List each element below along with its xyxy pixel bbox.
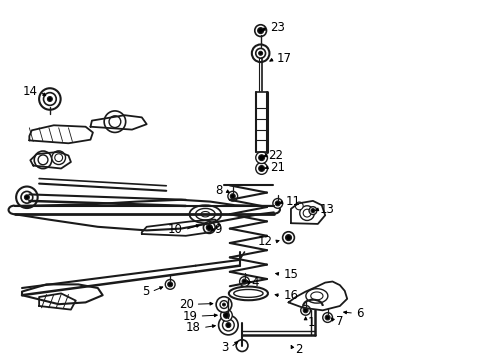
Text: 22: 22	[268, 149, 283, 162]
Circle shape	[258, 51, 262, 55]
Circle shape	[218, 315, 238, 335]
Circle shape	[167, 282, 172, 287]
Circle shape	[275, 201, 280, 206]
Circle shape	[222, 303, 225, 306]
Circle shape	[257, 28, 263, 33]
Text: 14: 14	[23, 85, 38, 98]
Circle shape	[223, 312, 229, 318]
Circle shape	[310, 209, 314, 212]
Text: 10: 10	[167, 223, 183, 236]
Text: 5: 5	[142, 285, 149, 298]
Text: 7: 7	[335, 315, 343, 328]
Circle shape	[216, 297, 231, 312]
Circle shape	[225, 323, 230, 328]
Circle shape	[300, 305, 310, 315]
Circle shape	[165, 279, 175, 289]
Circle shape	[255, 152, 267, 163]
Circle shape	[39, 88, 61, 110]
Text: 16: 16	[283, 289, 298, 302]
Text: 3: 3	[221, 341, 228, 354]
Text: 9: 9	[214, 223, 222, 236]
Text: 23: 23	[269, 21, 285, 33]
Text: 4: 4	[251, 276, 258, 289]
Circle shape	[255, 163, 267, 174]
Circle shape	[24, 195, 29, 200]
Circle shape	[104, 111, 125, 132]
Circle shape	[272, 198, 282, 208]
Circle shape	[16, 186, 38, 208]
Text: 19: 19	[182, 310, 197, 323]
Circle shape	[282, 232, 294, 243]
Circle shape	[220, 310, 232, 321]
Circle shape	[285, 235, 291, 240]
Circle shape	[254, 25, 266, 36]
Circle shape	[203, 222, 215, 233]
Circle shape	[308, 207, 316, 215]
Circle shape	[227, 191, 237, 201]
Text: 12: 12	[257, 235, 272, 248]
Circle shape	[299, 206, 314, 220]
Circle shape	[47, 96, 52, 102]
Circle shape	[230, 194, 235, 199]
Text: 2: 2	[295, 343, 302, 356]
Text: 21: 21	[269, 161, 285, 174]
Text: 17: 17	[276, 52, 291, 65]
Circle shape	[239, 276, 249, 287]
Circle shape	[322, 312, 332, 323]
Circle shape	[251, 45, 269, 62]
Circle shape	[295, 202, 303, 210]
Text: 20: 20	[178, 298, 193, 311]
Text: 13: 13	[319, 203, 334, 216]
Circle shape	[52, 151, 65, 165]
Text: 1: 1	[307, 316, 314, 329]
Text: 11: 11	[285, 195, 300, 208]
Text: 15: 15	[283, 268, 298, 281]
Text: 6: 6	[355, 307, 363, 320]
Circle shape	[206, 225, 212, 230]
Text: 8: 8	[215, 184, 223, 197]
Circle shape	[325, 315, 329, 320]
Circle shape	[303, 308, 307, 313]
Circle shape	[258, 166, 264, 171]
Circle shape	[258, 155, 264, 161]
Circle shape	[242, 279, 246, 284]
Circle shape	[34, 151, 52, 168]
Text: 18: 18	[185, 321, 201, 334]
